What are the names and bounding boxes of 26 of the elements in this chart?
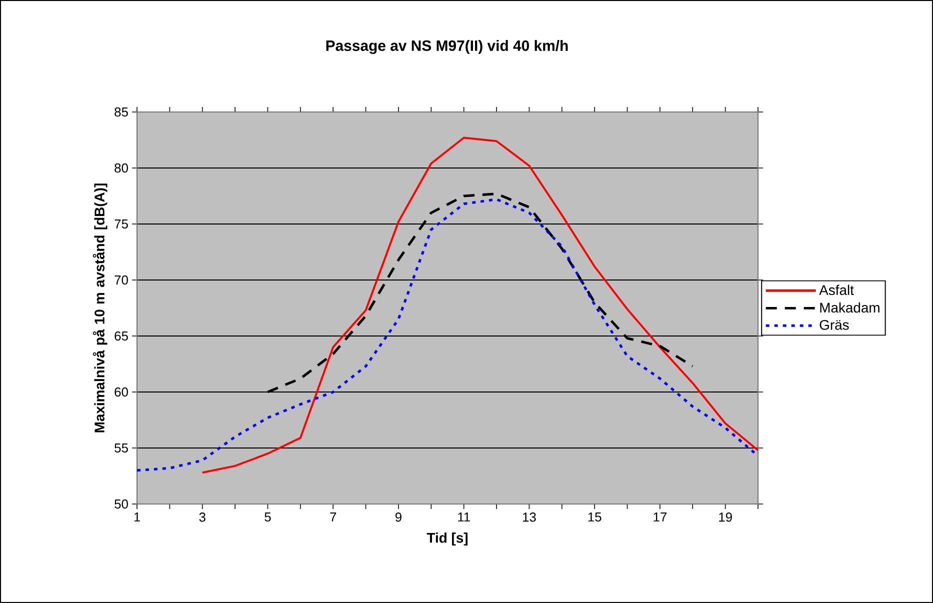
y-tick-label: 60 <box>114 387 128 397</box>
x-tick-label: 11 <box>458 512 470 522</box>
x-tick-label: 5 <box>264 512 271 522</box>
x-tick-label: 19 <box>719 512 732 522</box>
chart-title: Passage av NS M97(II) vid 40 km/h <box>326 40 568 54</box>
y-axis-title: Maximalnivå på 10 m avstånd [dB(A)] <box>92 184 108 432</box>
x-tick-label: 13 <box>522 512 536 522</box>
y-tick-label: 65 <box>114 331 128 341</box>
x-tick-label: 1 <box>134 512 140 522</box>
legend-label: Gräs <box>820 320 849 330</box>
y-tick-label: 85 <box>114 107 128 117</box>
x-tick-label: 3 <box>199 512 206 522</box>
x-tick-label: 7 <box>330 512 336 522</box>
y-tick-label: 55 <box>114 443 128 453</box>
y-tick-label: 75 <box>114 219 128 229</box>
x-tick-label: 9 <box>395 512 402 522</box>
legend-label: Asfalt <box>819 284 854 296</box>
line-series <box>201 136 758 474</box>
y-tick-label: 50 <box>114 499 128 509</box>
x-tick-label: 17 <box>654 512 666 522</box>
y-tick-label: 70 <box>114 275 128 285</box>
legend-label: Makadam <box>820 302 880 313</box>
line-series <box>266 192 694 394</box>
y-tick-label: 80 <box>114 163 128 173</box>
x-axis-title: Tid [s] <box>426 532 468 546</box>
x-tick-label: 15 <box>588 512 602 522</box>
